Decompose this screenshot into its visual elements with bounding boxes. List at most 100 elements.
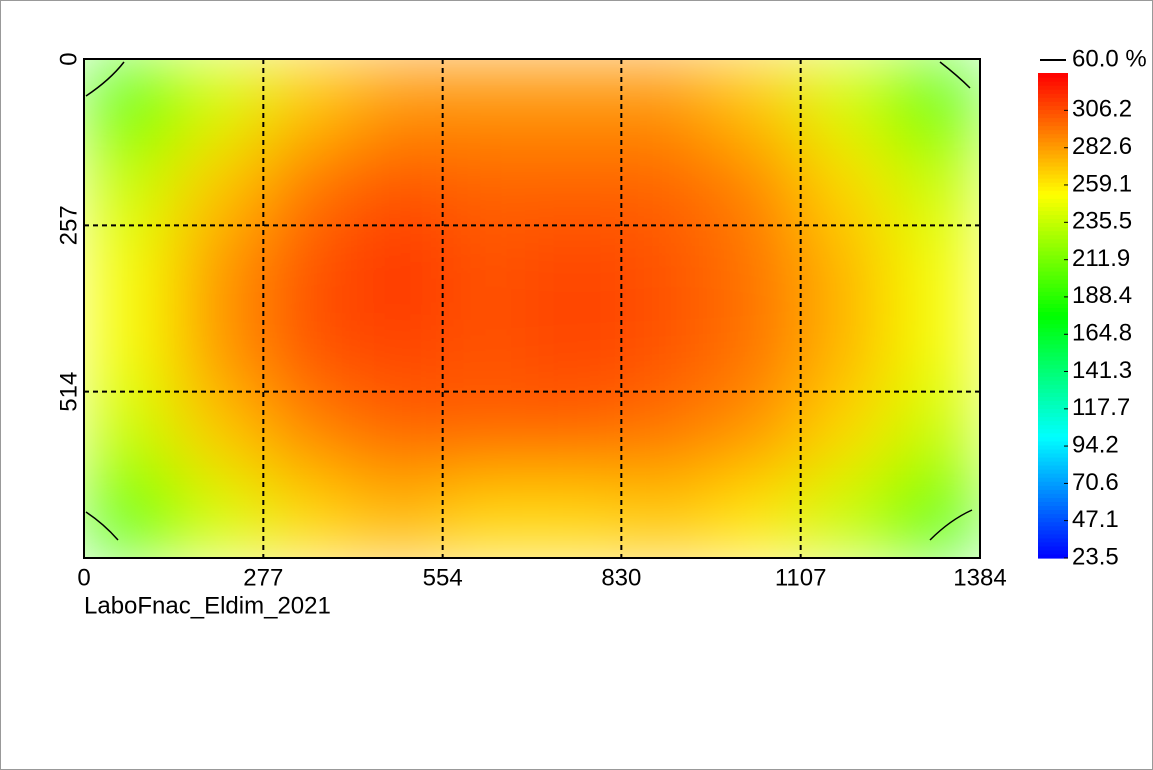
heat-cell: [711, 391, 802, 476]
colorbar-segment: [1038, 339, 1068, 345]
colorbar-segment: [1038, 392, 1068, 397]
colorbar-segment: [1038, 359, 1068, 365]
colorbar-segment: [1038, 521, 1068, 527]
colorbar-label: 47.1: [1072, 506, 1119, 533]
colorbar-segment: [1038, 246, 1068, 252]
heat-cell: [352, 142, 443, 226]
colorbar-segment: [1038, 335, 1068, 341]
colorbar-segment: [1038, 505, 1068, 511]
colorbar-segment: [1038, 545, 1068, 551]
heat-cell: [263, 59, 354, 143]
colorbar-label: 211.9: [1072, 245, 1130, 272]
colorbar-segment: [1038, 355, 1068, 361]
colorbar-segment: [1038, 101, 1068, 106]
colorbar-segment: [1038, 351, 1068, 357]
heat-cell: [352, 59, 443, 143]
colorbar-segment: [1038, 319, 1068, 325]
heat-cell: [621, 308, 712, 393]
colorbar-segment: [1038, 465, 1068, 470]
colorbar-segment: [1038, 372, 1068, 377]
colorbar-segment: [1038, 97, 1068, 102]
x-tick-label: 830: [601, 564, 641, 591]
colorbar-segment: [1038, 198, 1068, 203]
colorbar-segment: [1038, 343, 1068, 349]
colorbar-label: 70.6: [1072, 469, 1119, 496]
colorbar-label: 282.6: [1072, 133, 1132, 160]
colorbar-segment: [1038, 311, 1068, 317]
heat-cell: [621, 474, 712, 558]
heat-cell: [173, 142, 264, 226]
colorbar-segment: [1038, 230, 1068, 236]
colorbar-segment: [1038, 85, 1068, 90]
heat-cell: [84, 59, 175, 143]
colorbar-segment: [1038, 376, 1068, 381]
colorbar-segment: [1038, 238, 1068, 244]
heat-cell: [442, 225, 533, 309]
heat-cell: [532, 142, 623, 226]
colorbar-segment: [1038, 327, 1068, 333]
colorbar-segment: [1038, 262, 1068, 268]
colorbar-segment: [1038, 388, 1068, 393]
colorbar-segment: [1038, 279, 1068, 284]
colorbar-segment: [1038, 178, 1068, 183]
heat-cell: [442, 474, 533, 558]
plot-border: [83, 58, 981, 559]
heat-cell: [800, 308, 891, 393]
heat-cell: [352, 474, 443, 558]
colorbar-segment: [1038, 436, 1068, 442]
colorbar-label: 306.2: [1072, 96, 1132, 123]
colorbar-segment: [1038, 170, 1068, 175]
colorbar-segment: [1038, 481, 1068, 486]
heat-cell: [173, 391, 264, 476]
colorbar-segment: [1038, 194, 1068, 199]
colorbar-segment: [1038, 109, 1068, 115]
colorbar-segment: [1038, 258, 1068, 264]
heat-cell: [890, 59, 980, 143]
colorbar-segment: [1038, 408, 1068, 414]
colorbar-segment: [1038, 497, 1068, 503]
heat-cell: [442, 59, 533, 143]
heat-cell: [800, 391, 891, 476]
heat-cell: [84, 142, 175, 226]
colorbar-segment: [1038, 210, 1068, 216]
heat-cell: [263, 391, 354, 476]
colorbar-segment: [1038, 461, 1068, 466]
colorbar-segment: [1038, 125, 1068, 131]
colorbar-segment: [1038, 416, 1068, 422]
chart-subtitle: LaboFnac_Eldim_2021: [84, 592, 331, 619]
colorbar-segment: [1038, 412, 1068, 418]
heat-cell: [621, 142, 712, 226]
colorbar-segment: [1038, 283, 1068, 288]
colorbar-segment: [1038, 174, 1068, 179]
colorbar-segment: [1038, 287, 1068, 292]
heat-cell: [352, 391, 443, 476]
colorbar-segment: [1038, 77, 1068, 82]
heat-cell: [621, 225, 712, 309]
heat-cell: [173, 225, 264, 309]
y-tick-label: 257: [55, 205, 82, 245]
colorbar-segment: [1038, 137, 1068, 143]
colorbar-segment: [1038, 105, 1068, 110]
heat-cell: [263, 308, 354, 393]
colorbar-segment: [1038, 525, 1068, 531]
heat-cell: [532, 391, 623, 476]
heatmap: [84, 59, 980, 558]
colorbar-segment: [1038, 214, 1068, 220]
colorbar-segment: [1038, 190, 1068, 195]
colorbar-segment: [1038, 299, 1068, 304]
heat-cell: [84, 308, 175, 393]
colorbar-segment: [1038, 440, 1068, 446]
x-tick-label: 0: [77, 564, 90, 591]
colorbar-segment: [1038, 541, 1068, 547]
colorbar-segment: [1038, 477, 1068, 482]
colorbar-segment: [1038, 432, 1068, 438]
heat-cell: [84, 225, 175, 309]
colorbar-segment: [1038, 295, 1068, 300]
heat-cell: [800, 474, 891, 558]
colorbar-segment: [1038, 396, 1068, 401]
colorbar-segment: [1038, 553, 1068, 559]
colorbar-segment: [1038, 537, 1068, 543]
colorbar-segment: [1038, 368, 1068, 373]
colorbar-segment: [1038, 222, 1068, 228]
heat-cell: [84, 474, 175, 558]
